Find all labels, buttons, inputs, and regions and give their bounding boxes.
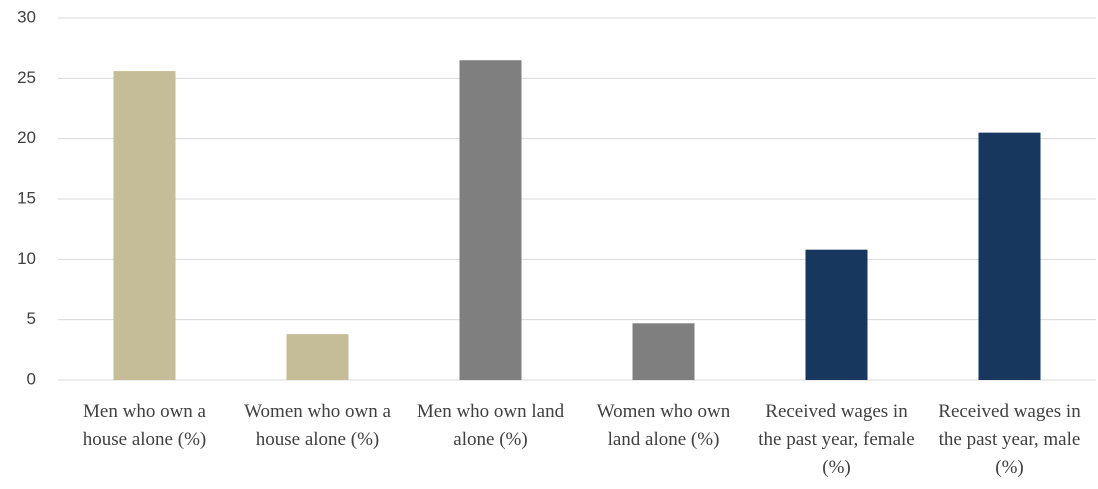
y-tick-label: 25 [17,68,36,87]
x-tick-label: Women who own land alone (%) [596,401,731,450]
x-tick-label: Received wages in the past year, female … [758,401,915,478]
y-tick-label: 15 [17,188,36,207]
x-tick-label: Men who own land alone (%) [416,401,565,450]
x-tick-label: Women who own a house alone (%) [244,401,391,450]
y-tick-label: 0 [27,369,36,388]
bar [459,60,522,380]
y-tick-label: 5 [27,309,36,328]
bar [632,323,695,380]
bar [113,71,176,381]
x-tick-label: Men who own a house alone (%) [82,401,207,450]
y-tick-label: 20 [17,128,36,147]
y-tick-label: 10 [17,249,36,268]
bar [286,334,349,380]
y-tick-label: 30 [17,7,36,26]
bar [978,132,1041,380]
x-tick-label: Received wages in the past year, male (%… [938,401,1081,478]
bar [805,249,868,380]
